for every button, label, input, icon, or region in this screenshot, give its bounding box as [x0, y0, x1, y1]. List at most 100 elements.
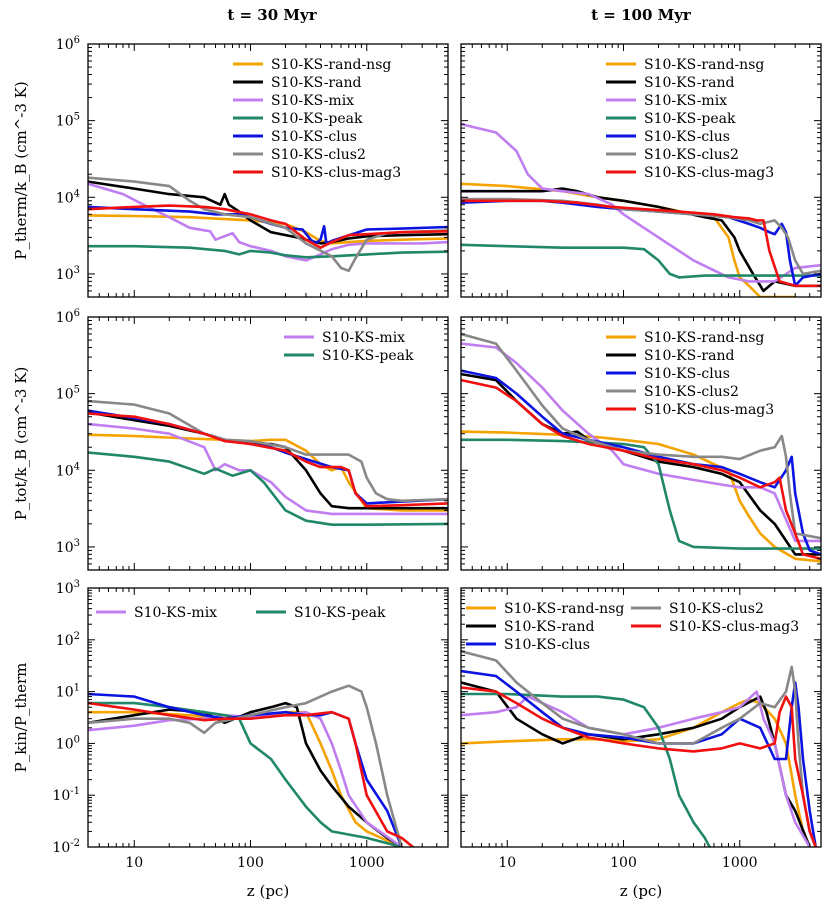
legend-label: S10-KS-peak	[294, 605, 386, 621]
y-tick-label: 104	[56, 461, 80, 479]
x-tick-label: 10	[125, 855, 143, 871]
x-tick-label: 1000	[722, 855, 758, 871]
legend-label: S10-KS-mix	[322, 330, 405, 346]
legend-label: S10-KS-peak	[322, 348, 414, 364]
legend: S10-KS-mix S10-KS-peak	[96, 605, 386, 621]
series-group	[88, 399, 448, 526]
series-group	[461, 650, 817, 847]
legend-label: S10-KS-clus2	[644, 384, 739, 400]
y-tick-label: 103	[56, 265, 80, 283]
legend: S10-KS-mix S10-KS-peak	[284, 330, 414, 364]
legend-label: S10-KS-clus2	[669, 601, 764, 617]
plot-frame	[460, 43, 822, 298]
legend-label: S10-KS-mix	[271, 93, 354, 109]
series-line-s10-ks-mix	[88, 422, 448, 516]
plot-frame	[87, 587, 449, 848]
legend-label: S10-KS-peak	[644, 111, 736, 127]
legend-label: S10-KS-clus2	[271, 147, 366, 163]
x-axis-label: z (pc)	[247, 882, 289, 900]
legend-label: S10-KS-rand-nsg	[644, 57, 764, 73]
legend-label: S10-KS-rand	[644, 75, 734, 91]
series-line-s10-ks-clus2	[88, 684, 403, 847]
y-tick-label: 10-1	[52, 786, 80, 804]
plot-frame	[460, 587, 822, 848]
series-line-s10-ks-clus-mag3	[461, 199, 821, 288]
plot-frame	[87, 43, 449, 298]
legend-label: S10-KS-peak	[271, 111, 363, 127]
panel-p11: 103 104 105 106 P_therm/k_B (cm^-3 K) S10-KS-…	[12, 35, 449, 298]
legend-label: S10-KS-rand-nsg	[504, 601, 624, 617]
series-line-s10-ks-rand-nsg	[461, 698, 811, 847]
series-line-s10-ks-rand	[88, 180, 448, 245]
series-line-s10-ks-peak	[461, 692, 711, 847]
x-tick-label: 1000	[349, 855, 385, 871]
series-line-s10-ks-mix	[461, 342, 821, 543]
panel-p22: S10-KS-rand-nsg S10-KS-rand S10-KS-clus S10…	[460, 316, 822, 571]
series-group	[88, 684, 415, 847]
x-axis-label: z (pc)	[620, 882, 662, 900]
x-tick-label: 10	[498, 855, 516, 871]
legend-label: S10-KS-rand-nsg	[644, 330, 764, 346]
series-line-s10-ks-clus-mag3	[88, 204, 448, 249]
series-line-s10-ks-clus2	[461, 650, 817, 847]
series-line-s10-ks-peak	[88, 244, 448, 259]
series-line-s10-ks-clus2	[88, 176, 448, 273]
plot-frame	[460, 316, 822, 571]
y-tick-label: 104	[56, 188, 80, 206]
y-tick-label: 101	[56, 683, 80, 701]
legend-label: S10-KS-clus-mag3	[644, 165, 774, 181]
series-line-s10-ks-rand	[88, 411, 448, 510]
legend-label: S10-KS-clus	[644, 366, 730, 382]
series-line-s10-ks-clus-mag3	[88, 701, 415, 847]
series-group	[88, 176, 448, 273]
y-tick-label: 10-2	[52, 838, 80, 856]
y-tick-label: 105	[56, 112, 80, 130]
y-tick-label: 102	[56, 631, 80, 649]
legend-label: S10-KS-mix	[134, 605, 217, 621]
x-tick-label: 100	[610, 855, 637, 871]
y-axis-label: P_therm/k_B (cm^-3 K)	[12, 81, 30, 259]
column-title-left: t = 30 Myr	[227, 6, 317, 24]
x-tick-label: 100	[237, 855, 264, 871]
panel-p21: 103 104 105 106 P_tot/k_B (cm^-3 K) S10-KS-mi…	[12, 308, 449, 571]
series-line-s10-ks-clus	[461, 669, 817, 847]
series-line-s10-ks-clus-mag3	[461, 686, 817, 847]
series-line-s10-ks-clus2	[88, 399, 448, 503]
series-group	[461, 122, 821, 297]
legend-label: S10-KS-clus-mag3	[644, 402, 774, 418]
legend-label: S10-KS-rand	[271, 75, 361, 91]
y-tick-label: 100	[56, 734, 80, 752]
y-axis-label: P_kin/P_therm	[12, 663, 30, 773]
legend-label: S10-KS-clus-mag3	[669, 619, 799, 635]
legend: S10-KS-rand-nsg S10-KS-rand S10-KS-mix S10-…	[606, 57, 774, 181]
y-tick-label: 106	[56, 308, 80, 326]
legend-label: S10-KS-mix	[644, 93, 727, 109]
legend-label: S10-KS-rand-nsg	[271, 57, 391, 73]
y-axis-label: P_tot/k_B (cm^-3 K)	[12, 367, 30, 521]
legend-label: S10-KS-clus	[644, 129, 730, 145]
legend-label: S10-KS-rand	[644, 348, 734, 364]
legend-label: S10-KS-rand	[504, 619, 594, 635]
legend: S10-KS-rand-nsg S10-KS-rand S10-KS-mix S10-…	[233, 57, 401, 181]
series-line-s10-ks-mix	[88, 182, 448, 262]
legend-label: S10-KS-clus	[504, 637, 590, 653]
panel-p12: S10-KS-rand-nsg S10-KS-rand S10-KS-mix S10-…	[460, 43, 822, 298]
series-line-s10-ks-peak	[461, 243, 821, 279]
legend-label: S10-KS-clus2	[644, 147, 739, 163]
series-group	[461, 332, 821, 563]
series-line-s10-ks-clus2	[461, 332, 821, 540]
panel-p31: 10-2 10-1 100 101 102 103 10 100 1000 P_kin/P_the…	[12, 579, 449, 900]
series-line-s10-ks-clus	[461, 369, 821, 556]
plot-frame	[87, 316, 449, 571]
y-tick-label: 103	[56, 579, 80, 597]
column-title-right: t = 100 Myr	[591, 6, 692, 24]
legend-label: S10-KS-clus	[271, 129, 357, 145]
series-line-s10-ks-clus-mag3	[88, 412, 448, 508]
y-tick-label: 106	[56, 35, 80, 53]
series-line-s10-ks-clus	[88, 205, 448, 245]
panel-p32: 10 100 1000 z (pc) S10-KS-rand-nsg S10-KS-clu…	[460, 587, 822, 900]
legend: S10-KS-rand-nsg S10-KS-rand S10-KS-clus S10…	[606, 330, 774, 418]
legend-label: S10-KS-clus-mag3	[271, 165, 401, 181]
series-line-s10-ks-peak	[88, 451, 448, 526]
